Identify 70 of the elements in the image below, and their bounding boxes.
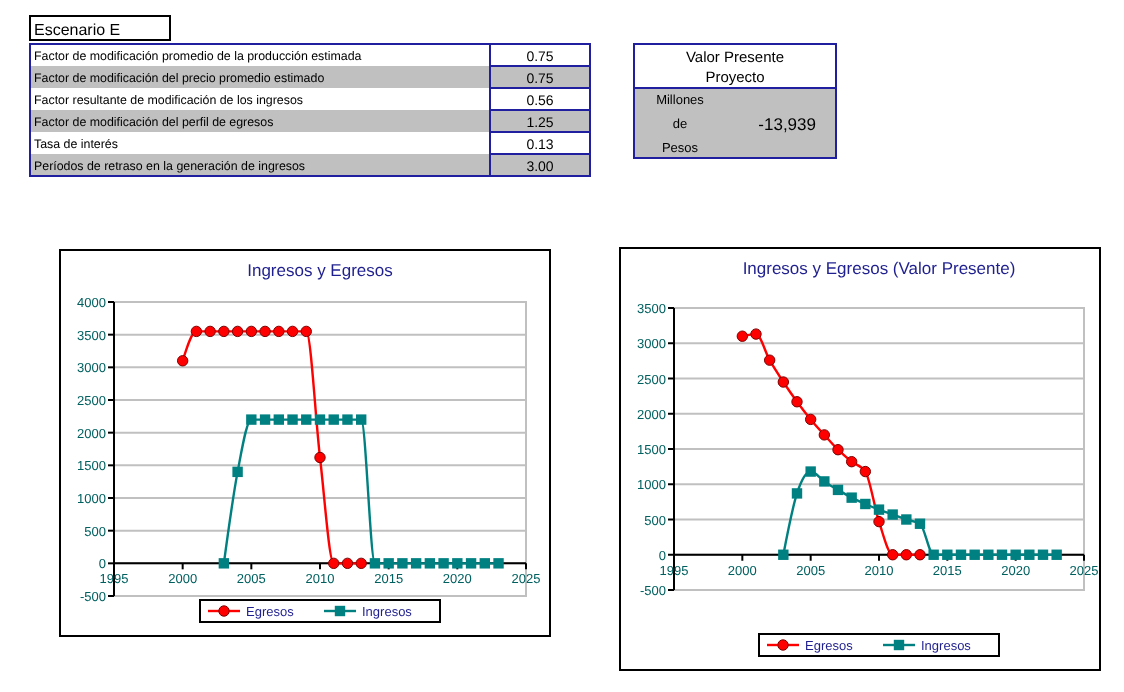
point bbox=[1024, 549, 1035, 560]
point bbox=[955, 549, 967, 560]
point bbox=[887, 509, 898, 520]
point bbox=[983, 549, 994, 560]
point bbox=[355, 557, 367, 570]
point bbox=[1037, 549, 1049, 560]
point bbox=[218, 558, 230, 569]
point bbox=[369, 558, 381, 569]
point bbox=[328, 557, 340, 570]
point bbox=[819, 476, 830, 487]
point bbox=[873, 515, 885, 528]
point bbox=[763, 354, 776, 366]
point bbox=[314, 414, 326, 425]
point bbox=[928, 549, 939, 560]
point bbox=[286, 325, 299, 338]
chart-title: Ingresos y Egresos bbox=[247, 260, 393, 280]
point bbox=[845, 455, 858, 468]
point bbox=[969, 549, 980, 560]
point bbox=[750, 328, 762, 340]
point bbox=[493, 558, 504, 569]
point bbox=[777, 376, 790, 388]
point bbox=[246, 414, 257, 425]
point bbox=[791, 488, 803, 499]
chart-title: Ingresos y Egresos (Valor Presente) bbox=[742, 258, 1016, 278]
point bbox=[397, 558, 408, 569]
point bbox=[860, 498, 871, 510]
point bbox=[900, 549, 913, 561]
point bbox=[438, 558, 449, 569]
point bbox=[341, 557, 354, 570]
point bbox=[314, 451, 326, 464]
point bbox=[886, 549, 899, 561]
point bbox=[1051, 549, 1062, 560]
point bbox=[259, 325, 271, 338]
point bbox=[479, 558, 490, 569]
point bbox=[245, 325, 258, 338]
point bbox=[190, 325, 203, 338]
point bbox=[846, 492, 857, 503]
point bbox=[300, 325, 312, 338]
text: Escenario E bbox=[34, 21, 121, 39]
point bbox=[356, 414, 367, 425]
point bbox=[996, 549, 1008, 560]
point bbox=[410, 558, 422, 569]
point bbox=[273, 325, 285, 338]
point bbox=[218, 325, 230, 338]
point bbox=[301, 414, 312, 425]
point bbox=[204, 325, 216, 338]
point bbox=[804, 413, 817, 426]
point bbox=[791, 396, 803, 408]
point bbox=[736, 330, 749, 342]
point bbox=[287, 414, 298, 425]
point bbox=[914, 518, 926, 529]
point bbox=[465, 558, 477, 569]
point bbox=[231, 325, 244, 338]
point bbox=[259, 414, 271, 425]
point bbox=[328, 414, 339, 425]
point bbox=[424, 558, 436, 569]
point bbox=[859, 465, 872, 478]
point bbox=[914, 549, 926, 561]
point bbox=[232, 466, 243, 478]
point bbox=[873, 504, 885, 515]
point bbox=[805, 466, 816, 477]
point bbox=[901, 514, 912, 525]
point bbox=[778, 549, 789, 560]
point bbox=[273, 414, 284, 425]
point bbox=[342, 414, 353, 425]
point bbox=[832, 444, 844, 456]
point bbox=[832, 484, 844, 496]
point bbox=[176, 355, 189, 367]
point bbox=[818, 429, 831, 441]
text: -13,939 bbox=[758, 114, 817, 134]
